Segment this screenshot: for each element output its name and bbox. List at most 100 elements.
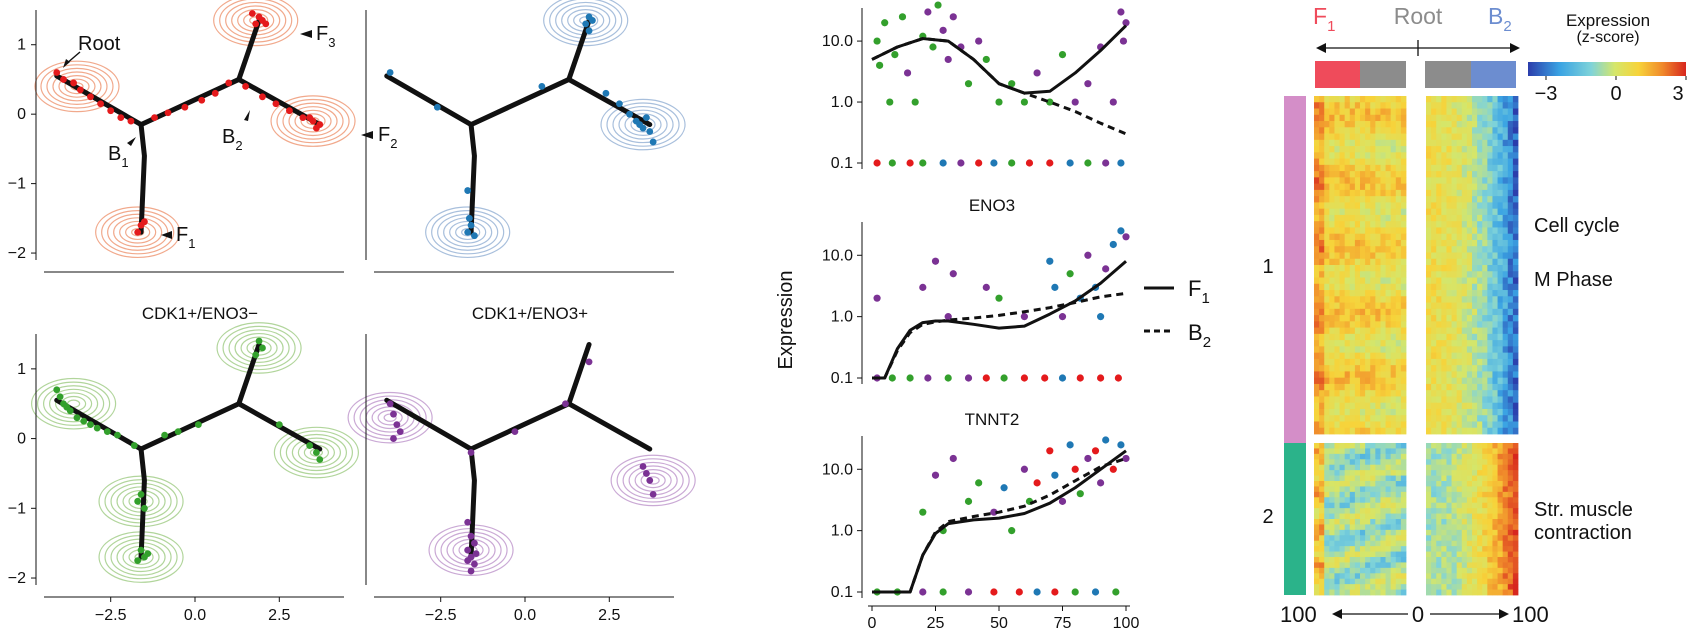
density-contour (240, 336, 278, 360)
heatmap-cell (1426, 227, 1432, 235)
heatmap-cell (1492, 459, 1498, 466)
cell-point (130, 442, 138, 449)
heatmap-cell (1385, 152, 1392, 159)
heatmap-cell (1354, 396, 1361, 404)
heatmap-cell (1512, 183, 1519, 191)
cell-point (161, 431, 169, 439)
heatmap-cell (1512, 365, 1519, 372)
heatmap-cell (1436, 302, 1442, 310)
heatmap-cell (1441, 540, 1447, 547)
heatmap-cell (1370, 177, 1376, 185)
heatmap-cell (1354, 371, 1361, 379)
heatmap-cell (1344, 202, 1351, 210)
heatmap-cell (1502, 502, 1509, 509)
heatmap-cell (1497, 208, 1504, 216)
heatmap-cell (1314, 421, 1320, 429)
heatmap-cell (1329, 127, 1335, 134)
heatmap-cell (1497, 346, 1504, 354)
bottom-label-mid: 0 (1412, 602, 1424, 627)
heatmap-cell (1507, 408, 1514, 416)
heatmap-cell (1354, 121, 1361, 128)
heatmap-cell (1360, 252, 1366, 260)
heatmap-cell (1487, 96, 1493, 103)
heatmap-cell (1349, 459, 1356, 466)
heatmap-cell (1370, 277, 1376, 285)
heatmap-cell (1314, 491, 1320, 498)
heatmap-cell (1354, 402, 1361, 410)
heatmap-cell (1339, 402, 1346, 410)
heatmap-cell (1349, 352, 1356, 360)
expression-point (903, 69, 912, 77)
heatmap-cell (1365, 459, 1371, 466)
heatmap-cell (1441, 584, 1447, 590)
heatmap-cell (1456, 491, 1463, 498)
heatmap-cell (1451, 524, 1458, 531)
heatmap-cell (1461, 402, 1468, 410)
heatmap-cell (1314, 408, 1320, 416)
heatmap-cell (1436, 383, 1442, 391)
heatmap-cell (1461, 508, 1468, 514)
heatmap-cell (1487, 459, 1493, 466)
heatmap-cell (1487, 427, 1493, 435)
heatmap-cell (1385, 258, 1392, 266)
heatmap-cell (1349, 562, 1356, 569)
y-tick-label: 10.0 (822, 33, 853, 50)
heatmap-cell (1319, 396, 1325, 404)
heatmap-cell (1329, 233, 1335, 241)
expression-point (1008, 527, 1016, 535)
heatmap-cell (1360, 557, 1366, 563)
heatmap-cell (1507, 227, 1514, 235)
heatmap-cell (1426, 321, 1432, 328)
heatmap-cell (1512, 453, 1519, 460)
heatmap-cell (1329, 139, 1335, 147)
heatmap-cell (1395, 152, 1402, 159)
heatmap-cell (1477, 365, 1483, 372)
heatmap-cell (1344, 127, 1351, 134)
heatmap-cell (1426, 546, 1432, 552)
heatmap-cell (1426, 502, 1432, 509)
heatmap-cell (1344, 502, 1351, 509)
heatmap-cell (1436, 396, 1442, 404)
heatmap-cell (1472, 108, 1478, 116)
heatmap-cell (1456, 589, 1463, 596)
heatmap-cell (1512, 171, 1519, 178)
expression-point (919, 588, 927, 596)
heatmap-cell (1339, 371, 1346, 379)
heatmap-cell (1426, 296, 1432, 303)
heatmap-cell (1456, 96, 1463, 103)
heatmap-cell (1487, 164, 1493, 172)
heatmap-cell (1370, 486, 1376, 493)
heatmap-cell (1446, 524, 1452, 531)
y-tick-label: 0 (17, 106, 26, 123)
heatmap-cell (1329, 513, 1335, 520)
heatmap-cell (1466, 475, 1473, 482)
heatmap-cell (1324, 459, 1330, 466)
heatmap-cell (1487, 535, 1493, 542)
heatmap-cell (1324, 96, 1330, 103)
heatmap-cell (1477, 383, 1483, 391)
heatmap-cell (1319, 164, 1325, 172)
heatmap-cell (1329, 183, 1335, 191)
heatmap-cell (1512, 277, 1519, 285)
heatmap-cell (1441, 114, 1447, 122)
heatmap-cell (1441, 546, 1447, 552)
heatmap-cell (1370, 589, 1376, 596)
heatmap-cell (1324, 396, 1330, 404)
heatmap-cell (1390, 529, 1397, 536)
heatmap-cell (1507, 578, 1514, 585)
heatmap-cell (1466, 277, 1473, 285)
heatmap-cell (1436, 567, 1442, 574)
heatmap-cell (1451, 371, 1458, 379)
heatmap-cell (1324, 221, 1330, 228)
heatmap-cell (1365, 177, 1371, 185)
heatmap-cell (1319, 183, 1325, 191)
heatmap-cell (1344, 513, 1351, 520)
heatmap-cell (1502, 551, 1509, 558)
heatmap-cell (1487, 277, 1493, 285)
heatmap-cell (1431, 333, 1437, 341)
expression-point (1058, 51, 1067, 59)
heatmap-cell (1354, 265, 1361, 272)
heatmap-cell (1314, 443, 1320, 449)
heatmap-cell (1461, 535, 1468, 542)
heatmap-cell (1482, 196, 1488, 203)
